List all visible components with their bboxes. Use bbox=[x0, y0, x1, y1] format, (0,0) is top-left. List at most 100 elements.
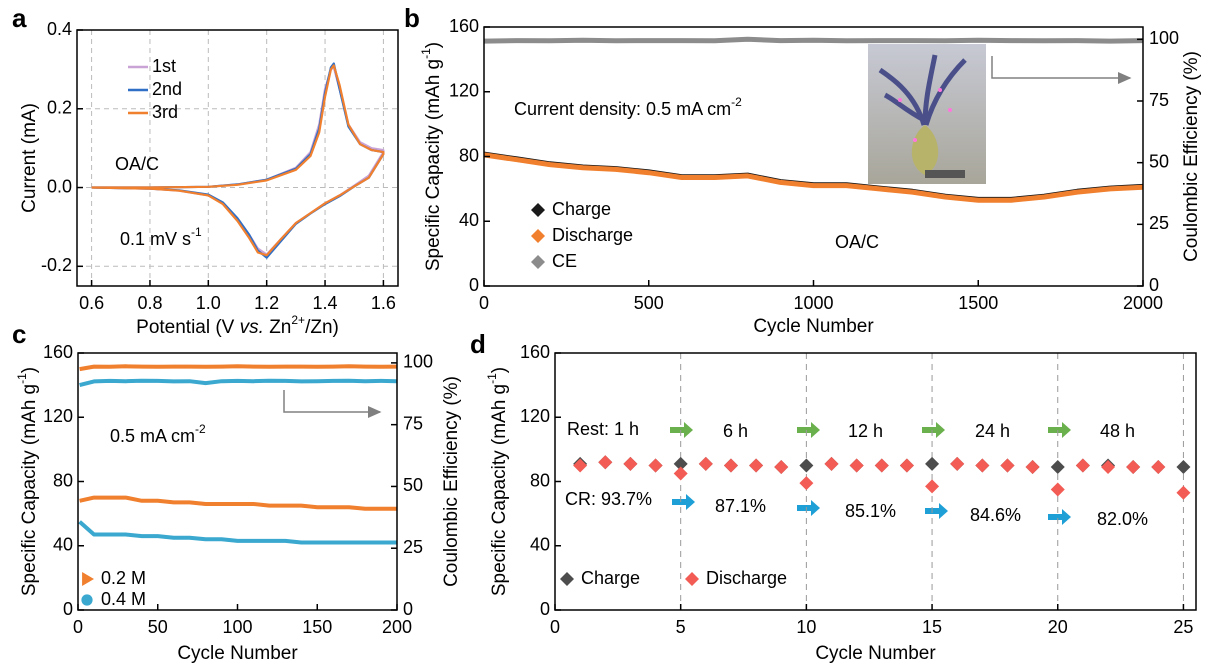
annotation: 12 h bbox=[848, 421, 883, 441]
x-tick-label: 1.4 bbox=[313, 293, 338, 313]
panel-label: d bbox=[470, 329, 486, 359]
cr-arrows bbox=[672, 494, 1071, 525]
y-tick-label: -0.2 bbox=[41, 255, 72, 275]
panel-label: c bbox=[12, 319, 26, 349]
point bbox=[1176, 460, 1191, 475]
label-part: Specific Capacity (mAh g bbox=[19, 384, 40, 596]
arrow bbox=[283, 390, 382, 418]
label-part: -1 bbox=[419, 48, 433, 59]
x-tick-label: 0.8 bbox=[137, 293, 162, 313]
x-axis-label: Cycle Number bbox=[177, 643, 298, 664]
label-part: Cycle Number bbox=[177, 643, 298, 664]
label-part: 82.0% bbox=[1097, 509, 1148, 529]
plot-frame bbox=[483, 26, 1144, 287]
y2-axis-label: Coulombic Efficiency (%) bbox=[1181, 51, 1202, 262]
x-tick-label: 1.6 bbox=[371, 293, 396, 313]
legend-label: Discharge bbox=[552, 225, 633, 245]
annotation: OA/C bbox=[835, 232, 879, 252]
label-part: CR: 93.7% bbox=[565, 489, 652, 509]
x-tick-label: 2000 bbox=[1123, 293, 1163, 313]
label-part: ) bbox=[489, 367, 510, 373]
y-axis-label: Specific Capacity (mAh g-1) bbox=[15, 367, 40, 596]
label-part: 48 h bbox=[1100, 421, 1135, 441]
label-part: Specific Capacity (mAh g bbox=[489, 384, 510, 596]
annotation: 48 h bbox=[1100, 421, 1135, 441]
point bbox=[598, 455, 613, 470]
label-part: 87.1% bbox=[715, 496, 766, 516]
label-part: OA/C bbox=[115, 154, 159, 174]
label-part: -2 bbox=[195, 422, 206, 436]
legend-swatch bbox=[82, 572, 94, 586]
y-tick-label: 80 bbox=[530, 470, 550, 490]
annotation: 0.1 mV s-1 bbox=[120, 225, 202, 249]
y-axis-label: Specific Capacity (mAh g-1) bbox=[419, 42, 444, 271]
label-part: 6 h bbox=[723, 421, 748, 441]
annotation: 24 h bbox=[975, 421, 1010, 441]
rest-arrows bbox=[670, 422, 1071, 438]
x-tick-label: 0.6 bbox=[79, 293, 104, 313]
x-tick-label: 15 bbox=[922, 617, 942, 637]
annotation: 6 h bbox=[723, 421, 748, 441]
legend-label: 2nd bbox=[152, 79, 182, 99]
legend-label: CE bbox=[552, 251, 577, 271]
label-part: -1 bbox=[15, 373, 29, 384]
y2-tick-label: 75 bbox=[1149, 90, 1169, 110]
label-part: /Zn) bbox=[305, 317, 339, 338]
y-tick-label: 120 bbox=[43, 406, 73, 426]
label-part: Specific Capacity (mAh g bbox=[423, 59, 444, 271]
x-axis-label: Cycle Number bbox=[753, 316, 874, 337]
panel-label: a bbox=[12, 3, 27, 33]
point bbox=[673, 456, 688, 471]
y-tick-label: 160 bbox=[449, 16, 479, 36]
legend-swatch bbox=[531, 229, 545, 243]
plot-frame bbox=[554, 352, 1197, 611]
legend-swatch bbox=[560, 572, 574, 586]
point bbox=[925, 456, 940, 471]
series-line bbox=[483, 152, 1144, 203]
legend-label: 3rd bbox=[152, 102, 178, 122]
arrow bbox=[991, 56, 1132, 84]
label-part: ) bbox=[19, 367, 40, 373]
legend-label: 0.2 M bbox=[101, 568, 146, 588]
point bbox=[698, 456, 713, 471]
label-part: -2 bbox=[731, 95, 742, 109]
label-part: Cycle Number bbox=[753, 316, 874, 337]
point bbox=[1050, 460, 1065, 475]
x-tick-label: 500 bbox=[634, 293, 664, 313]
point bbox=[1050, 482, 1065, 497]
x-tick-label: 25 bbox=[1173, 617, 1193, 637]
label-part: 12 h bbox=[848, 421, 883, 441]
label-part: ) bbox=[423, 42, 444, 48]
y-tick-label: 160 bbox=[43, 342, 73, 362]
y-tick-label: 0 bbox=[469, 275, 479, 295]
label-part: Coulombic Efficiency (%) bbox=[1181, 51, 1202, 262]
x-tick-label: 1.2 bbox=[254, 293, 279, 313]
legend-swatch bbox=[531, 255, 545, 269]
label-part: Potential (V bbox=[136, 317, 240, 338]
y-tick-label: 0 bbox=[540, 599, 550, 619]
series-line bbox=[483, 36, 1144, 44]
y2-tick-label: 0 bbox=[403, 599, 413, 619]
x-tick-label: 0 bbox=[73, 617, 83, 637]
y-axis-label: Specific Capacity (mAh g-1) bbox=[485, 367, 510, 596]
y2-tick-label: 25 bbox=[1149, 213, 1169, 233]
x-tick-label: 50 bbox=[148, 617, 168, 637]
y2-axis-label: Coulombic Efficiency (%) bbox=[441, 376, 462, 587]
label-part: 85.1% bbox=[845, 501, 896, 521]
label-part: 24 h bbox=[975, 421, 1010, 441]
x-tick-label: 5 bbox=[676, 617, 686, 637]
legend-swatch bbox=[531, 203, 545, 217]
annotation: OA/C bbox=[115, 154, 159, 174]
point bbox=[799, 476, 814, 491]
point bbox=[1025, 460, 1040, 475]
legend-label: Discharge bbox=[706, 568, 787, 588]
y-tick-label: 160 bbox=[520, 342, 550, 362]
legend-label: Charge bbox=[581, 568, 640, 588]
label-part: Coulombic Efficiency (%) bbox=[441, 376, 462, 587]
y-tick-label: 80 bbox=[459, 145, 479, 165]
label-part: Cycle Number bbox=[815, 643, 936, 664]
point bbox=[673, 466, 688, 481]
y2-tick-label: 75 bbox=[403, 413, 423, 433]
plot-frame bbox=[76, 29, 399, 287]
